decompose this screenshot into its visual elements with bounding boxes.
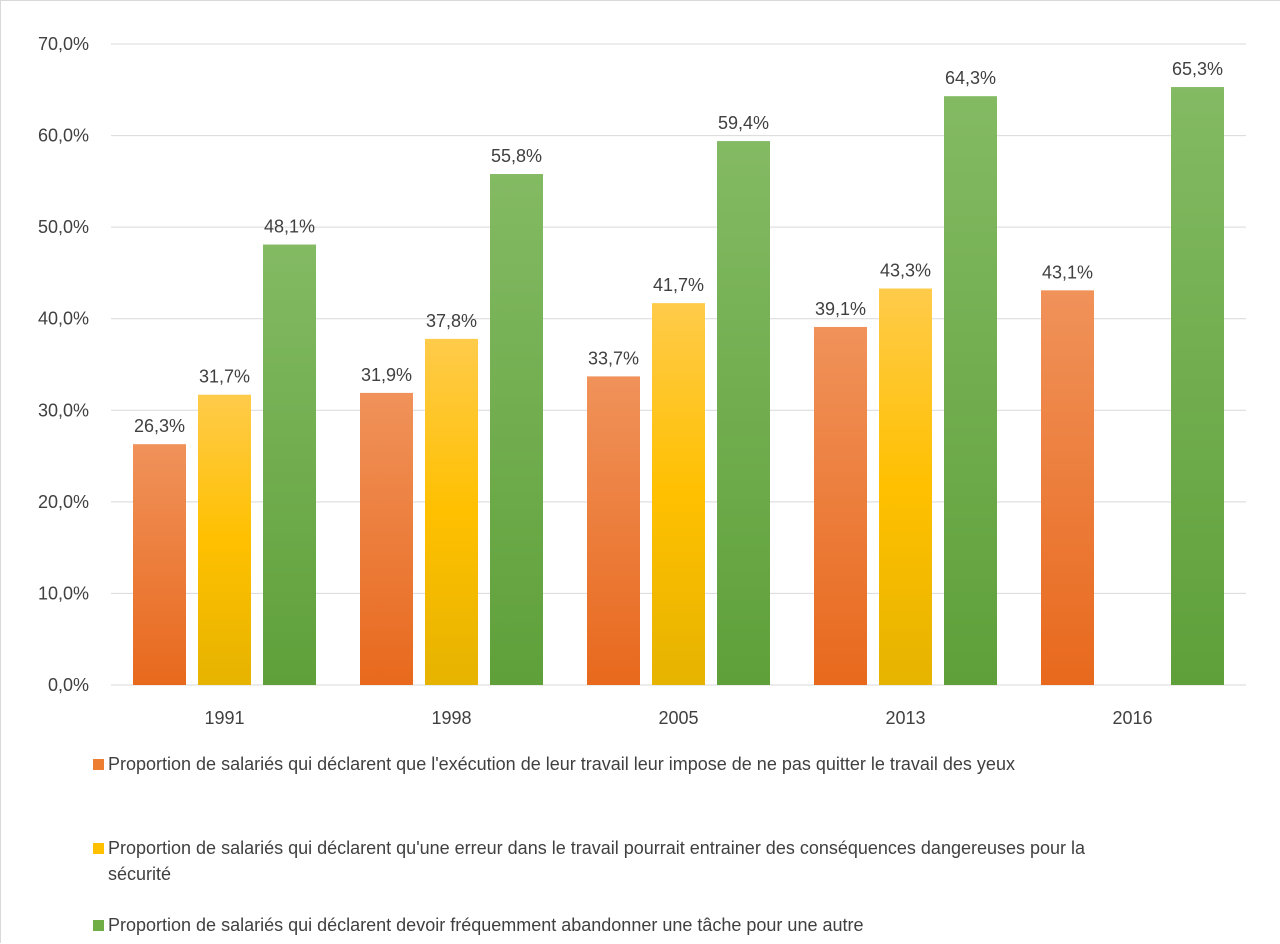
bar-series-1-1998: [360, 392, 413, 685]
legend-item-series-3: Proportion de salariés qui déclarent dev…: [93, 912, 1243, 938]
legend-label-series-3: Proportion de salariés qui déclarent dev…: [108, 915, 864, 935]
data-label-series-3-1991: 48,1%: [264, 217, 315, 237]
data-labels: 26,3% 31,7% 48,1% 31,9% 37,8% 55,8% 33,7% 41,7%…: [134, 59, 1223, 436]
data-label-series-3-2016: 65,3%: [1172, 59, 1223, 79]
bars: [133, 87, 1224, 685]
bar-series-1-1991: [133, 444, 186, 685]
y-axis-ticks: 0,0% 10,0% 20,0% 30,0% 40,0% 50,0% 60,0% 70,0%: [38, 34, 89, 695]
bar-series-3-1991: [263, 244, 316, 685]
bar-series-3-2016: [1171, 87, 1224, 685]
bar-series-3-2013: [944, 96, 997, 685]
bar-series-1-2016: [1041, 290, 1094, 685]
y-tick-label: 70,0%: [38, 34, 89, 54]
data-label-series-3-2013: 64,3%: [945, 68, 996, 88]
legend-swatch-green: [93, 920, 104, 931]
x-axis-ticks: 1991 1998 2005 2013 2016: [204, 708, 1152, 728]
data-label-series-1-2016: 43,1%: [1042, 262, 1093, 282]
y-tick-label: 50,0%: [38, 217, 89, 237]
data-label-series-2-2013: 43,3%: [880, 260, 931, 280]
x-tick-label-2005: 2005: [658, 708, 698, 728]
bar-series-2-1998: [425, 338, 478, 685]
data-label-series-3-2005: 59,4%: [718, 113, 769, 133]
data-label-series-1-2005: 33,7%: [588, 348, 639, 368]
bar-series-2-1991: [198, 394, 251, 685]
y-tick-label: 60,0%: [38, 126, 89, 146]
bar-series-2-2013: [879, 288, 932, 685]
data-label-series-2-1998: 37,8%: [426, 311, 477, 331]
legend-label-series-1: Proportion de salariés qui déclarent que…: [108, 754, 1015, 774]
data-label-series-1-2013: 39,1%: [815, 299, 866, 319]
data-label-series-1-1991: 26,3%: [134, 416, 185, 436]
legend-label-series-2: Proportion de salariés qui déclarent qu'…: [108, 838, 1086, 884]
bar-series-3-2005: [717, 141, 770, 685]
y-tick-label: 10,0%: [38, 583, 89, 603]
bar-series-2-2005: [652, 303, 705, 685]
bar-series-1-2013: [814, 326, 867, 685]
data-label-series-3-1998: 55,8%: [491, 146, 542, 166]
y-tick-label: 20,0%: [38, 492, 89, 512]
data-label-series-2-1991: 31,7%: [199, 367, 250, 387]
legend-item-series-2: Proportion de salariés qui déclarent qu'…: [93, 835, 1243, 887]
x-tick-label-2013: 2013: [885, 708, 925, 728]
y-tick-label: 0,0%: [48, 675, 89, 695]
bar-series-1-2005: [587, 376, 640, 685]
data-label-series-1-1998: 31,9%: [361, 365, 412, 385]
legend-item-series-1: Proportion de salariés qui déclarent que…: [93, 751, 1243, 777]
y-tick-label: 30,0%: [38, 400, 89, 420]
x-tick-label-1991: 1991: [204, 708, 244, 728]
y-tick-label: 40,0%: [38, 309, 89, 329]
x-tick-label-2016: 2016: [1112, 708, 1152, 728]
bar-series-3-1998: [490, 174, 543, 685]
legend-swatch-yellow: [93, 843, 104, 854]
x-tick-label-1998: 1998: [431, 708, 471, 728]
data-label-series-2-2005: 41,7%: [653, 275, 704, 295]
legend-swatch-orange: [93, 759, 104, 770]
